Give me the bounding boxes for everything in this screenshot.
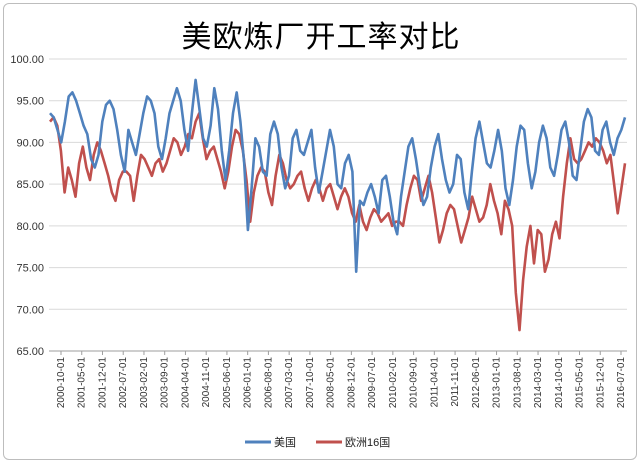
series-line-us: [49, 78, 627, 274]
y-axis-ticks: 65.00 70.00 75.00 80.00 85.00 90.00 95.00 100.0…: [10, 54, 44, 358]
x-tick-label: 2015-12-01: [595, 357, 606, 409]
y-tick-label: 80.00: [16, 221, 44, 233]
y-tick-label: 85.00: [16, 179, 44, 191]
series-lines: [49, 78, 627, 332]
y-tick-label: 65.00: [16, 346, 44, 358]
x-tick-label: 2009-07-01: [367, 357, 378, 409]
x-tick-label: 2001-05-01: [77, 357, 88, 409]
x-tick-label: 2004-11-01: [201, 357, 212, 408]
legend-label: 欧洲16国: [345, 436, 390, 449]
x-tick-label: 2003-09-01: [160, 357, 171, 409]
x-tick-label: 2000-10-01: [56, 357, 67, 409]
x-tick-label: 2014-03-01: [533, 357, 544, 409]
y-tick-label: 95.00: [16, 96, 44, 108]
x-tick-label: 2016-07-01: [616, 357, 627, 409]
x-tick-label: 2011-04-01: [429, 357, 440, 408]
x-tick-label: 2004-04-01: [180, 357, 191, 409]
chart-title: 美欧炼厂开工率对比: [181, 20, 461, 55]
x-tick-label: 2008-05-01: [326, 357, 337, 409]
x-tick-label: 2010-09-01: [409, 357, 420, 409]
x-tick-label: 2010-02-01: [388, 357, 399, 409]
x-tick-label: 2006-01-01: [243, 357, 254, 409]
x-tick-label: 2001-12-01: [97, 357, 108, 409]
x-tick-label: 2011-11-01: [450, 357, 461, 407]
y-tick-label: 70.00: [16, 304, 44, 316]
legend: 美国 欧洲16国: [245, 436, 390, 449]
x-tick-label: 2015-05-01: [575, 357, 586, 409]
x-tick-label: 2003-02-01: [139, 357, 150, 409]
x-tick-label: 2014-10-01: [554, 357, 565, 409]
x-tick-label: 2005-06-01: [222, 357, 233, 409]
x-tick-label: 2013-08-01: [512, 357, 523, 409]
x-tick-label: 2013-01-01: [492, 357, 503, 409]
x-tick-label: 2012-06-01: [471, 357, 482, 409]
x-tick-label: 2007-03-01: [284, 357, 295, 409]
y-tick-label: 75.00: [16, 263, 44, 275]
legend-label: 美国: [274, 436, 296, 449]
x-tick-label: 2006-08-01: [263, 357, 274, 409]
x-tick-label: 2008-12-01: [346, 357, 357, 409]
y-tick-label: 100.00: [10, 54, 44, 66]
y-tick-label: 90.00: [16, 137, 44, 149]
series-line-eu: [49, 111, 627, 332]
x-axis-ticks: 2000-10-01 2001-05-01 2001-12-01 2002-07-01…: [56, 351, 627, 408]
x-tick-label: 2007-10-01: [305, 357, 316, 409]
x-tick-label: 2002-07-01: [118, 357, 129, 409]
